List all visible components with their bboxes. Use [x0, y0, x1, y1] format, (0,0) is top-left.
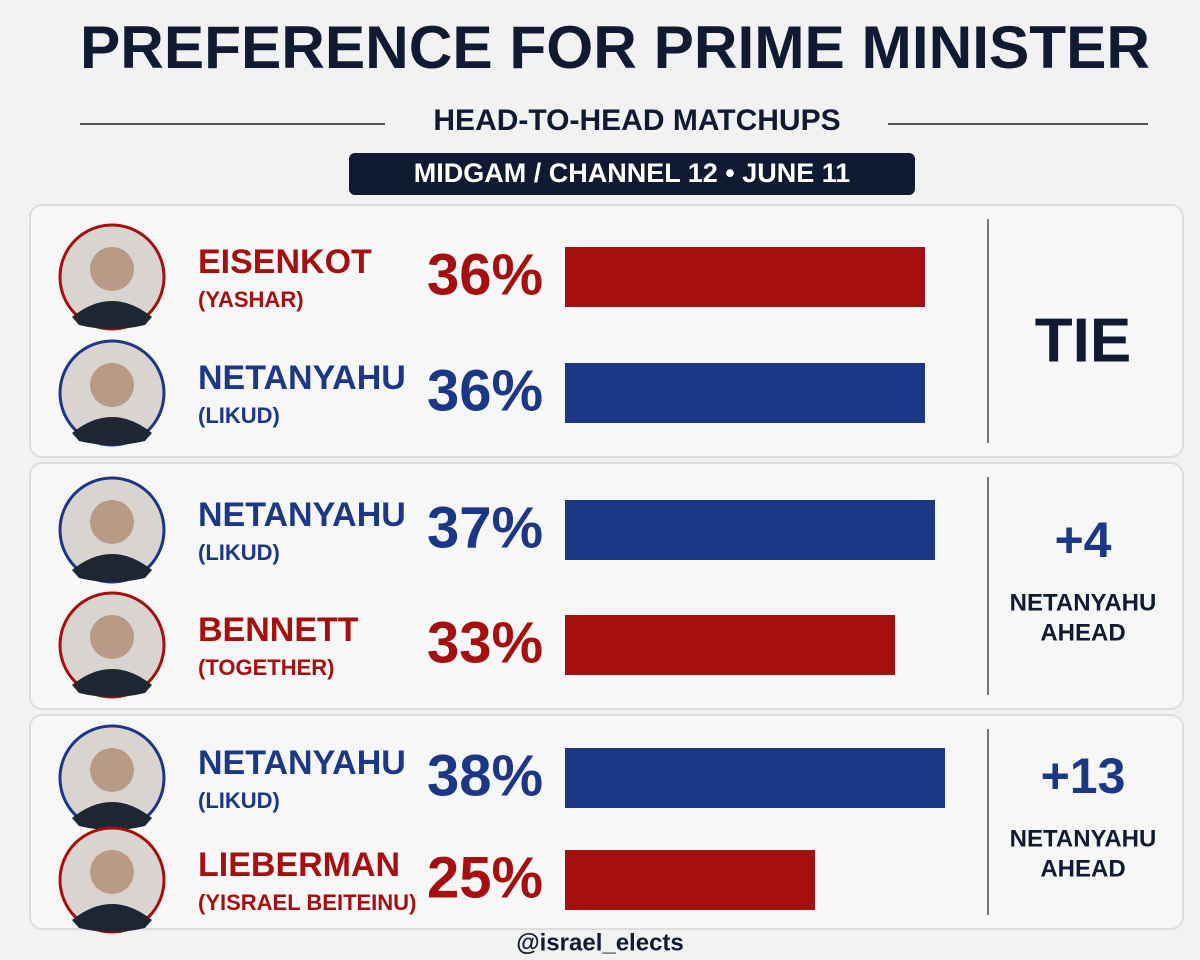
avatar-head	[90, 500, 134, 544]
candidate-party: (YISRAEL BEITEINU)	[198, 890, 416, 915]
candidate-party: (YASHAR)	[198, 287, 304, 312]
verdict: +4	[1054, 512, 1111, 568]
candidate-name: NETANYAHU	[198, 359, 406, 397]
candidate-party: (LIKUD)	[198, 788, 280, 813]
avatar-head	[90, 748, 134, 792]
verdict-note: NETANYAHU	[1010, 825, 1157, 852]
source: MIDGAM / CHANNEL 12 • JUNE 11	[414, 158, 851, 188]
value-label: 38%	[427, 743, 543, 808]
candidate-name: NETANYAHU	[198, 496, 406, 534]
avatar-body	[72, 417, 152, 445]
verdict: +13	[1041, 748, 1126, 804]
bar	[565, 500, 935, 560]
footer: @israel_elects	[516, 929, 684, 956]
candidate-name: EISENKOT	[198, 243, 372, 281]
avatar-head	[90, 850, 134, 894]
value-label: 36%	[427, 358, 543, 423]
candidate-party: (TOGETHER)	[198, 655, 334, 680]
bar	[565, 850, 815, 910]
avatar-body	[72, 904, 152, 932]
bar	[565, 363, 925, 423]
value-label: 36%	[427, 242, 543, 307]
value-label: 37%	[427, 495, 543, 560]
subtitle: HEAD-TO-HEAD MATCHUPS	[433, 104, 840, 137]
candidate-name: BENNETT	[198, 611, 359, 649]
avatar-body	[72, 669, 152, 697]
bar	[565, 247, 925, 307]
verdict-note: AHEAD	[1040, 619, 1125, 646]
avatar-head	[90, 247, 134, 291]
avatar-head	[90, 363, 134, 407]
value-label: 33%	[427, 610, 543, 675]
avatar-body	[72, 554, 152, 582]
candidate-party: (LIKUD)	[198, 540, 280, 565]
verdict: TIE	[1035, 306, 1131, 375]
avatar-head	[90, 615, 134, 659]
verdict-note: AHEAD	[1040, 855, 1125, 882]
verdict-note: NETANYAHU	[1010, 589, 1157, 616]
candidate-name: LIEBERMAN	[198, 846, 400, 884]
value-label: 25%	[427, 845, 543, 910]
bar	[565, 615, 895, 675]
bar	[565, 748, 945, 808]
source-badge	[349, 153, 915, 195]
title: PREFERENCE FOR PRIME MINISTER	[80, 14, 1150, 81]
candidate-party: (LIKUD)	[198, 403, 280, 428]
candidate-name: NETANYAHU	[198, 744, 406, 782]
avatar-body	[72, 802, 152, 830]
avatar-body	[72, 301, 152, 329]
